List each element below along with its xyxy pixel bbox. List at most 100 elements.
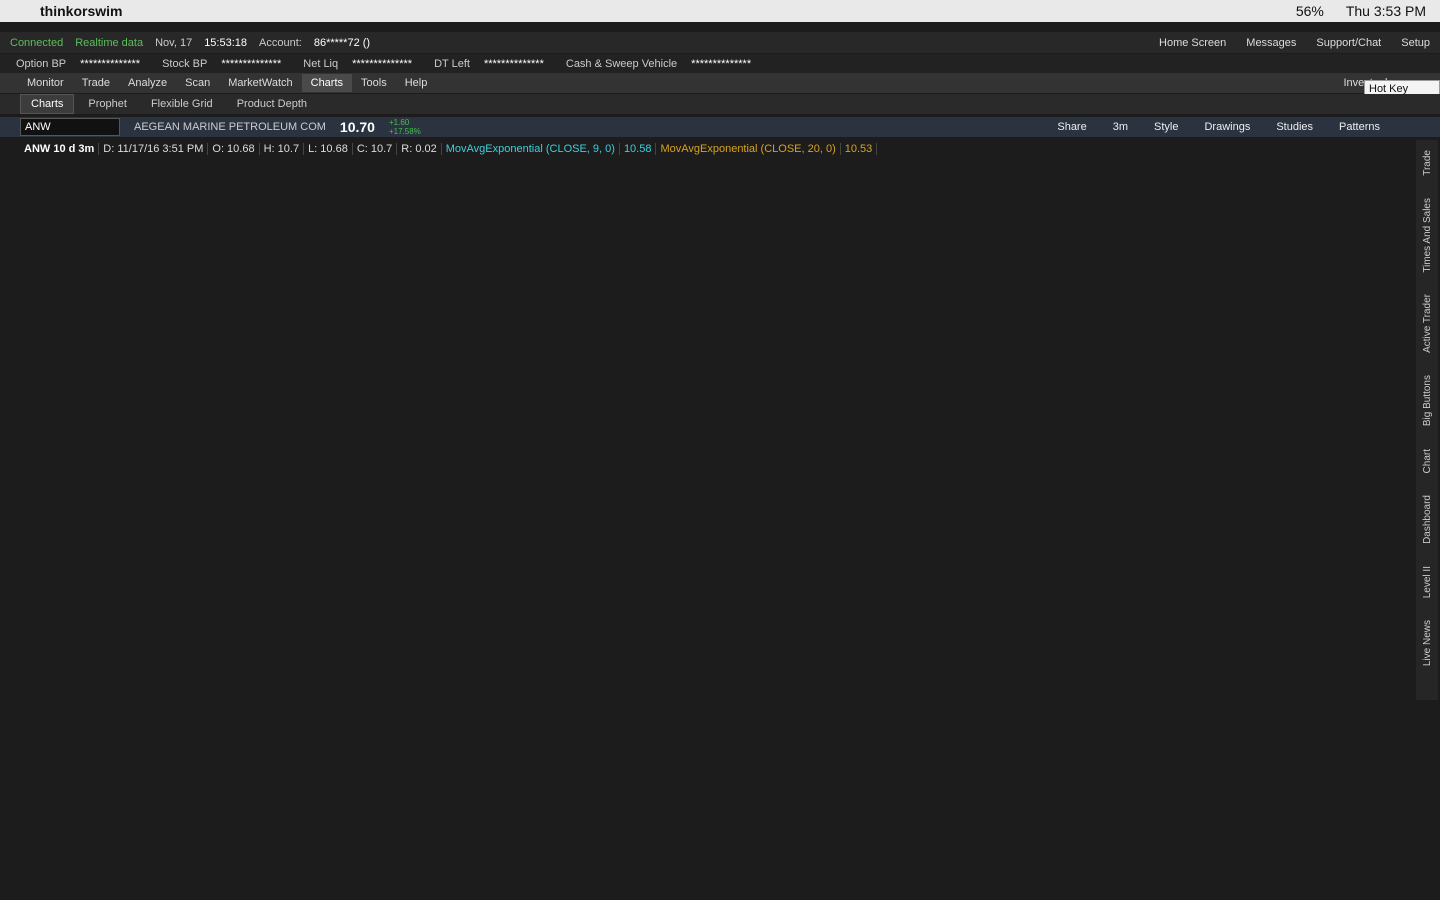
side-tab[interactable]: Active Trader [1421, 294, 1433, 354]
candle-body [361, 326, 369, 331]
volume-tick-label: 40,000 [1358, 737, 1392, 749]
volume-bar [55, 836, 59, 860]
sub-tab[interactable]: Charts [20, 94, 75, 114]
side-tab[interactable]: Chart [1421, 448, 1433, 473]
side-tab[interactable]: Level II [1421, 565, 1433, 599]
annotation-bubble [223, 187, 273, 205]
tool[interactable]: Share [1057, 121, 1087, 133]
volume-bar [1068, 816, 1072, 860]
tab[interactable]: Help [404, 77, 428, 89]
study-name: MovAvgExponential (CLOSE, 20, 0) [656, 143, 841, 155]
volume-bar [466, 772, 470, 860]
tool[interactable]: Drawings [1204, 121, 1251, 133]
candle-body [1096, 393, 1104, 399]
balances: Option BP ************** Stock BP *********… [0, 54, 1440, 73]
side-tab[interactable]: Big Buttons [1421, 375, 1433, 427]
tool[interactable]: Patterns [1339, 121, 1380, 133]
study-line [26, 326, 1335, 669]
volume-bar [1010, 839, 1014, 860]
tab[interactable]: Scan [185, 77, 211, 89]
candle-body [1037, 425, 1045, 437]
link[interactable]: Home Screen [1159, 36, 1227, 49]
tool[interactable]: Studies [1276, 121, 1314, 133]
sub-tab[interactable]: Flexible Grid [150, 98, 213, 110]
volume-bar [789, 839, 793, 860]
volume-bar [1333, 842, 1337, 860]
annotation: BUY ABOVE 10.00 [936, 467, 1038, 481]
tab[interactable]: Charts [301, 74, 353, 92]
candle-body [993, 436, 1001, 441]
candle-body [493, 393, 501, 413]
candle-body [82, 402, 90, 441]
candle-body [347, 317, 355, 324]
volume-bar [451, 714, 455, 860]
volume-bar [1274, 830, 1278, 860]
candle-body [405, 374, 413, 422]
candle-body [1199, 361, 1207, 375]
annotation: Hi: 11.4 [227, 188, 268, 202]
volume-bar [657, 824, 661, 860]
sub-tab[interactable]: Product Depth [236, 98, 308, 110]
app-name[interactable]: thinkorswim [40, 3, 123, 19]
tab[interactable]: Trade [81, 77, 111, 89]
candle-body [464, 393, 472, 432]
candle-body [919, 450, 927, 479]
price-marker [1356, 338, 1390, 353]
x-tick-label: 12:30 [822, 865, 850, 877]
volume-title: Volume [24, 680, 61, 692]
candle-body [567, 459, 575, 508]
volume-bar [290, 836, 294, 860]
volume-bar [907, 819, 911, 860]
candle-body [332, 288, 340, 308]
volume-bar [69, 822, 73, 860]
x-tick-label: 11:00 [602, 865, 629, 877]
tool[interactable]: 3m [1112, 121, 1128, 133]
candle-body [214, 288, 222, 346]
header-field: C: 10.7 [353, 143, 398, 155]
change-pct: +17.58% [388, 127, 421, 136]
link[interactable]: Setup [1401, 36, 1430, 49]
date: Nov, 17 [155, 36, 193, 49]
price-axis [1352, 140, 1412, 860]
tab[interactable]: MarketWatch [228, 77, 293, 89]
candle-body [38, 423, 46, 425]
candle-body [964, 421, 972, 441]
symbol[interactable]: ANW [20, 118, 120, 136]
y-tick-label: 11 [1358, 283, 1369, 295]
tab[interactable]: Analyze [128, 77, 168, 89]
volume-bar [554, 795, 558, 860]
price-marker-label: 10.7 [1362, 340, 1383, 352]
y-tick-label: 11.6 [1358, 169, 1379, 181]
volume-bar [260, 842, 264, 860]
volume-bar [1083, 824, 1087, 860]
side-tab[interactable]: Times And Sales [1421, 197, 1433, 273]
sub-tab[interactable]: Prophet [88, 98, 127, 110]
volume-bar [613, 824, 617, 860]
account[interactable]: 86*****72 () [313, 36, 371, 49]
volume-bar [539, 772, 543, 860]
x-tick-label: 12:00 [748, 865, 776, 877]
x-tick-label: 11:30 [675, 865, 702, 877]
volume-bar [1259, 816, 1263, 860]
y-tick-label: 10 [1358, 472, 1370, 484]
link[interactable]: Messages [1246, 36, 1297, 49]
clock[interactable]: Thu 3:53 PM [1345, 3, 1426, 19]
candle-body [1125, 383, 1133, 388]
candle-body [743, 512, 751, 514]
side-tab[interactable]: Live News [1421, 620, 1433, 667]
battery[interactable]: 56% [1295, 3, 1324, 19]
candle-body [1287, 383, 1295, 385]
x-tick-label: 8:15 [237, 865, 258, 877]
candle-body [699, 488, 707, 494]
side-tab[interactable]: Trade [1421, 150, 1433, 176]
tab[interactable]: Tools [361, 77, 387, 89]
tab[interactable]: Monitor [27, 77, 64, 89]
x-tick-label: 9:30 [384, 865, 405, 877]
link[interactable]: Support/Chat [1316, 36, 1382, 49]
volume-bar [1156, 824, 1160, 860]
tool[interactable]: Style [1154, 121, 1179, 133]
side-tab[interactable]: Dashboard [1421, 494, 1433, 544]
price-marker-label: 10.58 [1359, 362, 1387, 374]
chart-header: ANW 10 d 3m D: 11/17/16 3:51 PM O: 10.68 H:… [0, 140, 1440, 158]
candle-body [97, 459, 105, 479]
